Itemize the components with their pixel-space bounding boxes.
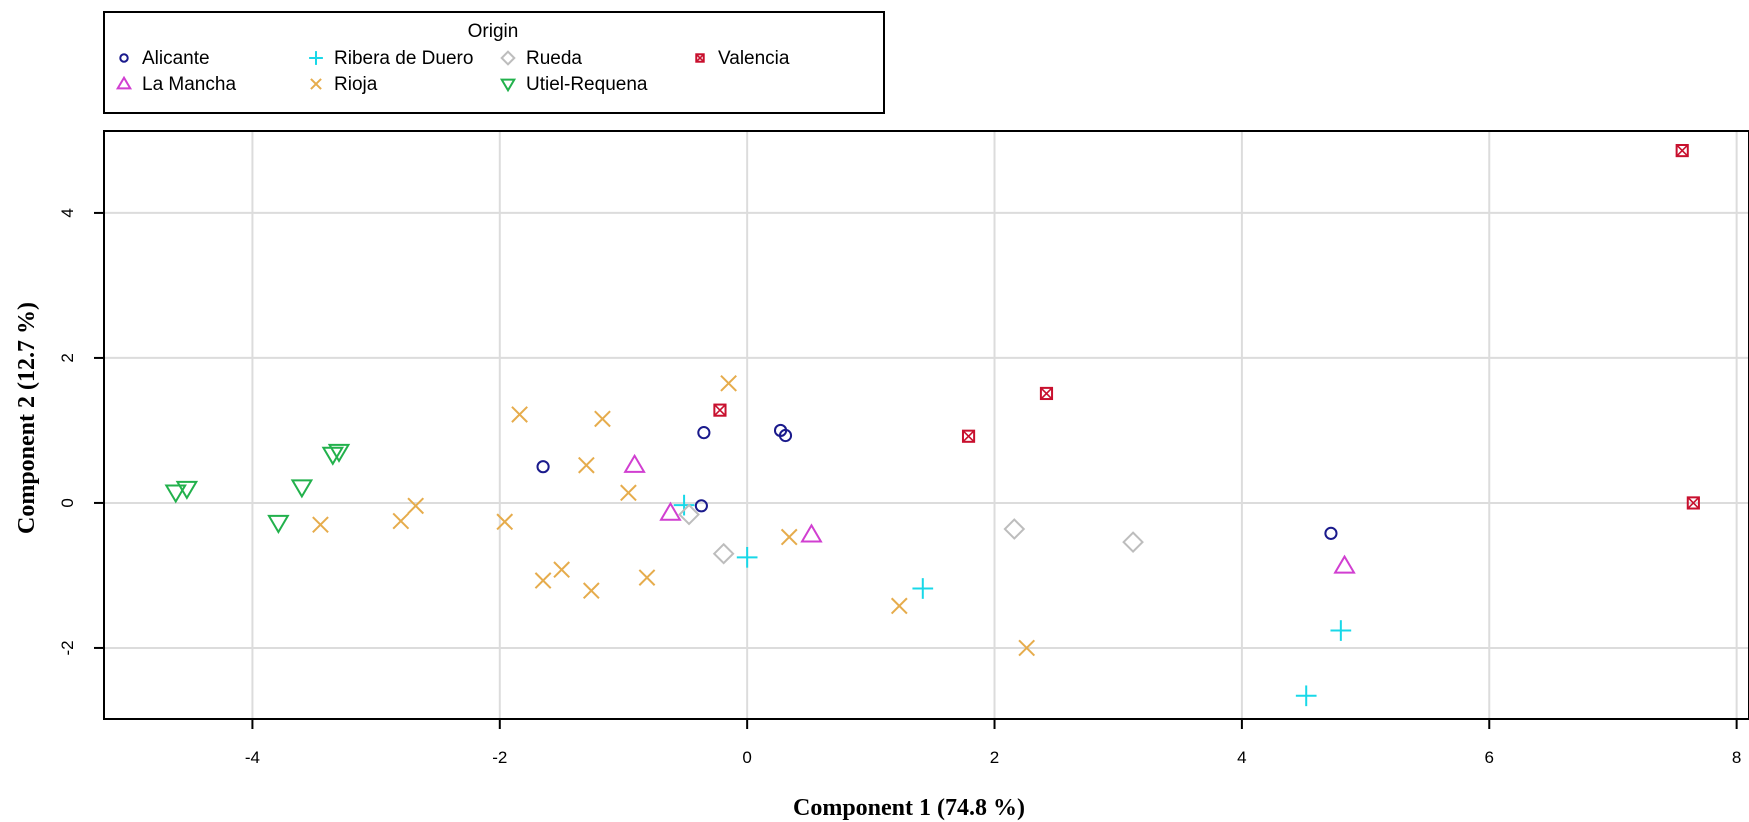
gridlines	[104, 131, 1749, 719]
x-tick-label: -2	[492, 748, 507, 767]
data-point	[736, 546, 758, 568]
plot-area	[103, 130, 1749, 720]
x-axis-title: Component 1 (74.8 %)	[793, 795, 1025, 821]
x-tick-label: -4	[245, 748, 260, 767]
data-point	[800, 523, 823, 543]
plot-frame	[103, 130, 1749, 720]
data-point	[673, 494, 695, 516]
data-point	[1324, 526, 1338, 540]
data-point	[1686, 496, 1700, 510]
y-tick-label: -2	[58, 640, 77, 655]
x-axis: -4 -2 0 2 4 6 8	[245, 719, 1741, 767]
data-point	[961, 429, 976, 443]
data-point	[678, 503, 700, 526]
data-point	[1039, 386, 1054, 401]
data-point	[534, 572, 552, 589]
x-tick-label: 6	[1485, 748, 1494, 767]
y-tick-label: 0	[58, 498, 77, 507]
data-point	[780, 528, 798, 546]
data-point	[511, 406, 528, 423]
data-point	[1330, 620, 1352, 641]
series-valencia	[713, 143, 1700, 510]
data-point	[1295, 685, 1317, 707]
data-point	[496, 513, 514, 531]
legend-item: Valencia	[695, 48, 790, 69]
legend: Origin Alicante La Mancha Ribera de Duero R…	[103, 11, 885, 114]
data-point	[164, 484, 187, 504]
data-point	[312, 516, 329, 534]
legend-marker	[119, 53, 129, 63]
data-point	[697, 426, 711, 440]
data-point	[1018, 639, 1036, 657]
data-point	[582, 582, 600, 600]
data-point	[175, 480, 199, 500]
data-points	[164, 143, 1700, 707]
legend-marker	[309, 51, 323, 65]
data-point	[694, 499, 708, 513]
series-rioja	[312, 374, 1036, 657]
y-tick-label: 4	[58, 208, 77, 217]
data-point	[890, 597, 908, 615]
legend-item: Utiel-Requena	[499, 74, 648, 95]
legend-marker	[499, 78, 517, 93]
data-point	[594, 410, 611, 428]
legend-item: La Mancha	[115, 74, 236, 95]
legend-label: Utiel-Requena	[526, 74, 648, 95]
data-point	[407, 497, 425, 515]
data-point	[623, 453, 646, 473]
y-tick-label: 2	[58, 353, 77, 362]
legend-item: Ribera de Duero	[309, 48, 473, 69]
legend-label: Ribera de Duero	[334, 48, 473, 69]
data-point	[392, 512, 410, 530]
y-axis-title: Component 2 (12.7 %)	[14, 302, 40, 534]
legend-label: Alicante	[142, 48, 210, 69]
data-point	[659, 501, 682, 521]
x-tick-label: 0	[742, 748, 751, 767]
data-point	[267, 514, 290, 534]
data-point	[536, 460, 550, 474]
data-point	[327, 443, 351, 463]
legend-label: Rioja	[334, 74, 378, 95]
legend-title: Origin	[468, 21, 519, 42]
legend-item: Rueda	[500, 48, 582, 69]
data-point	[578, 456, 595, 474]
data-point	[778, 428, 793, 443]
legend-label: La Mancha	[142, 74, 236, 95]
legend-marker	[115, 75, 133, 90]
data-point	[1003, 518, 1026, 540]
series-ribera-de-duero	[673, 494, 1352, 707]
data-point	[912, 578, 934, 599]
series-rueda	[678, 503, 1144, 565]
series-alicante	[536, 423, 1338, 540]
legend-marker	[695, 53, 705, 63]
x-tick-label: 4	[1237, 748, 1246, 767]
data-point	[720, 374, 737, 392]
data-point	[321, 446, 345, 466]
data-point	[1333, 554, 1356, 574]
data-point	[290, 479, 314, 499]
series-utiel-requena	[164, 443, 351, 534]
data-point	[638, 569, 656, 586]
data-point	[620, 484, 637, 502]
legend-marker	[500, 50, 516, 66]
data-point	[713, 403, 727, 417]
legend-item: Rioja	[310, 74, 378, 95]
legend-box	[103, 11, 885, 114]
data-point	[553, 561, 570, 579]
x-tick-label: 2	[990, 748, 999, 767]
legend-label: Valencia	[718, 48, 790, 69]
legend-marker	[310, 78, 322, 90]
data-point	[1675, 143, 1689, 158]
data-point	[1122, 531, 1144, 553]
x-tick-label: 8	[1732, 748, 1741, 767]
data-point	[712, 542, 735, 565]
series-la-mancha	[623, 453, 1356, 574]
legend-label: Rueda	[526, 48, 582, 69]
y-axis: -2 0 2 4	[58, 208, 104, 656]
legend-item: Alicante	[119, 48, 210, 69]
